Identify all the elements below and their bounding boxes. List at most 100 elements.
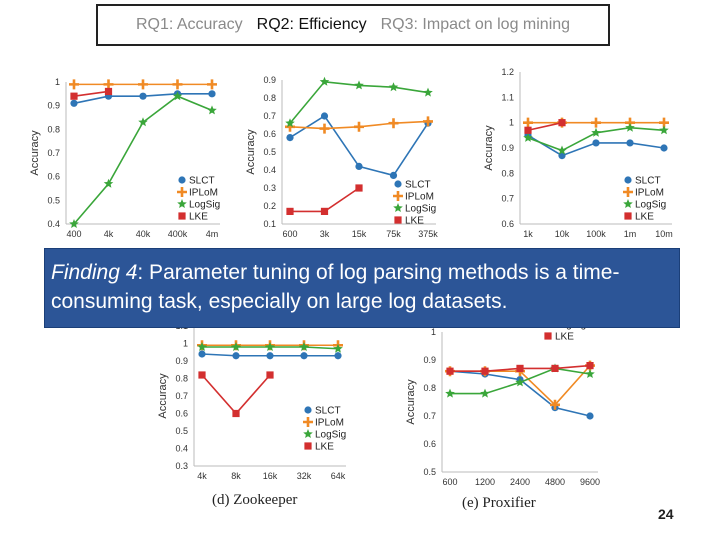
y-tick-label: 0.5 (175, 426, 188, 436)
data-point-lke (481, 367, 489, 375)
y-tick-label: 0.7 (501, 194, 514, 204)
legend-marker-slct (304, 406, 312, 414)
data-point-logsig (103, 178, 114, 188)
y-tick-label: 1.1 (501, 92, 514, 102)
data-point-slct (266, 352, 274, 360)
data-point-lke (104, 87, 113, 96)
tab-rq2-efficiency[interactable]: RQ2: Efficiency (256, 16, 367, 33)
tab-rq3-impact[interactable]: RQ3: Impact on log mining (380, 16, 571, 33)
data-point-slct (355, 162, 363, 170)
data-point-slct (660, 144, 668, 152)
tab-rq1-accuracy[interactable]: RQ1: Accuracy (135, 16, 243, 33)
chart-c: 0.6 0.7 0.8 0.9 1 1.1 1.2 1k 10k 100k 1m 10m Accurac… (476, 62, 686, 257)
y-tick-label: 1.2 (501, 67, 514, 77)
data-point-slct (198, 350, 206, 358)
y-tick-label: 0.8 (423, 383, 436, 393)
x-tick-label: 1200 (475, 477, 495, 487)
chart-e: 0.5 0.6 0.7 0.8 0.9 1 600 1200 2400 4800 9600 Accur… (398, 296, 613, 495)
finding-label: Finding 4 (51, 261, 138, 284)
x-tick-label: 600 (442, 477, 457, 487)
data-point-logsig (523, 132, 533, 142)
legend-label: LKE (405, 216, 424, 227)
x-tick-label: 375k (418, 229, 438, 239)
y-tick-label: 0.6 (501, 219, 514, 229)
data-point-logsig (231, 342, 241, 351)
data-point-slct (586, 412, 594, 420)
data-point-lke (586, 362, 594, 370)
data-point-slct (208, 90, 216, 98)
legend-marker-logsig (177, 199, 187, 208)
data-point-logsig (388, 82, 399, 92)
data-point-logsig (285, 118, 295, 128)
series-iplom (69, 79, 217, 90)
x-tick-label: 2400 (510, 477, 530, 487)
series-lke (446, 362, 594, 375)
legend-label: LogSig (315, 430, 346, 441)
legend-label: LogSig (189, 200, 220, 211)
data-point-lke (70, 92, 78, 100)
data-point-logsig (69, 219, 79, 228)
y-tick-label: 1 (431, 327, 436, 337)
series-slct (70, 90, 216, 107)
x-tick-label: 4800 (545, 477, 565, 487)
chart-e-svg: 0.5 0.6 0.7 0.8 0.9 1 600 1200 2400 4800 9600 Accur… (405, 296, 600, 488)
x-tick-label: 400k (168, 229, 188, 239)
x-tick-label: 1k (523, 229, 533, 239)
data-point-iplom (138, 79, 148, 90)
x-tick-label: 400 (66, 229, 81, 239)
y-tick-label: 1 (509, 118, 514, 128)
legend-marker-iplom (393, 191, 403, 201)
legend-label: LKE (635, 212, 654, 223)
legend-marker-slct (624, 176, 632, 184)
y-tick-label: 0.7 (47, 148, 60, 158)
data-point-logsig (319, 76, 330, 86)
legend-label: LogSig (635, 200, 666, 211)
data-point-slct (334, 352, 342, 360)
chart-c-svg: 0.6 0.7 0.8 0.9 1 1.1 1.2 1k 10k 100k 1m 10m Accurac… (483, 67, 673, 239)
chart-b-svg: 0.1 0.2 0.3 0.4 0.5 0.6 0.7 0.8 0.9 600 3k 15k 75k 37… (245, 75, 438, 239)
data-point-slct (232, 352, 240, 360)
series-logsig (285, 76, 433, 128)
x-tick-label: 4k (197, 471, 207, 481)
y-tick-label: 0.4 (263, 165, 276, 175)
y-tick-label: 0.6 (263, 129, 276, 139)
page-number: 24 (658, 506, 674, 522)
y-tick-label: 0.5 (263, 147, 276, 157)
legend-label: LogSig (405, 204, 436, 215)
data-point-slct (592, 139, 600, 147)
data-point-iplom (69, 79, 79, 90)
x-tick-label: 64k (331, 471, 346, 481)
legend-label: IPLoM (635, 188, 664, 199)
chart-a: 0.4 0.5 0.6 0.7 0.8 0.9 1 400 4k 40k 400k 4m Accurac… (20, 62, 230, 257)
legend-marker-lke (304, 442, 312, 450)
data-point-slct (139, 92, 147, 100)
finding-callout: Finding 4: Parameter tuning of log parsi… (44, 248, 680, 328)
x-tick-label: 10k (555, 229, 570, 239)
chart-d-svg: 0.30.40.50.60.70.80.911.14k8k16k32k64kAc… (157, 321, 346, 481)
y-tick-label: 0.9 (263, 75, 276, 85)
y-tick-label: 0.2 (263, 201, 276, 211)
legend-marker-lke (544, 332, 552, 340)
data-point-iplom (172, 79, 183, 90)
legend-label: IPLoM (189, 188, 218, 199)
series-line-lke (527, 121, 563, 132)
data-point-iplom (591, 117, 601, 128)
legend-label: SLCT (315, 406, 341, 417)
y-tick-label: 0.7 (175, 391, 188, 401)
x-tick-label: 4k (104, 229, 114, 239)
legend-marker-lke (394, 216, 402, 224)
data-point-slct (286, 134, 294, 142)
legend-label: LKE (189, 212, 208, 223)
legend-marker-logsig (623, 199, 633, 208)
data-point-lke (551, 364, 559, 372)
y-axis-label: Accuracy (483, 125, 495, 171)
legend-marker-slct (394, 180, 402, 188)
y-tick-label: 0.7 (263, 111, 276, 121)
data-point-lke (266, 371, 274, 379)
x-tick-label: 10m (655, 229, 673, 239)
series-lke (286, 184, 363, 215)
